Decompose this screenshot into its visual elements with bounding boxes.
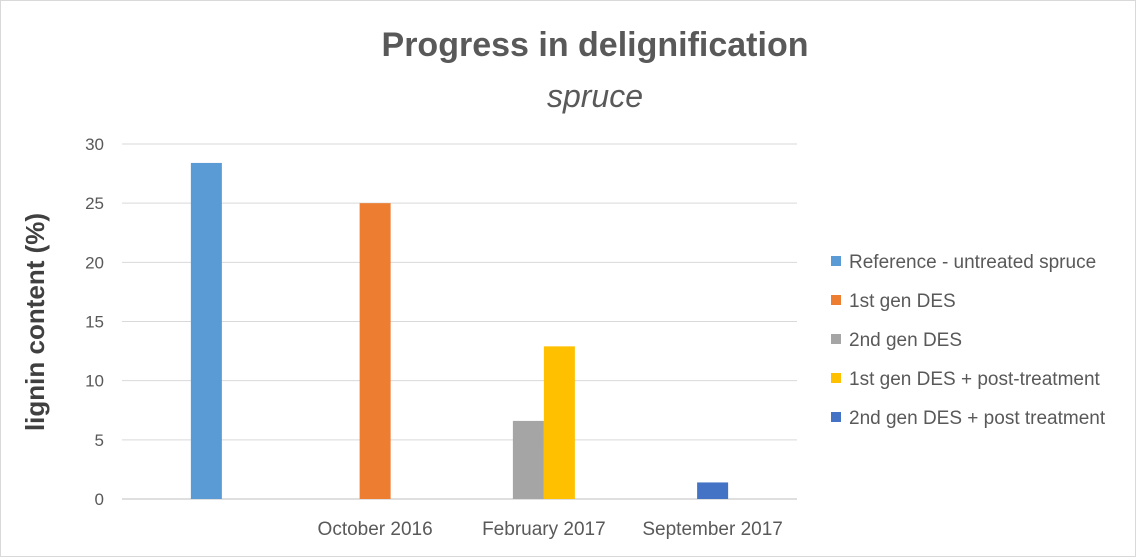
y-tick-label: 15	[85, 313, 104, 332]
legend-swatch	[831, 334, 841, 344]
legend-swatch	[831, 373, 841, 383]
y-tick-label: 0	[95, 490, 104, 509]
legend-swatch	[831, 412, 841, 422]
bar	[543, 346, 575, 499]
chart-title: Progress in delignification	[382, 26, 809, 64]
y-tick-label: 25	[85, 194, 104, 213]
y-tick-label: 10	[85, 372, 104, 391]
legend-entry: 1st gen DES	[849, 291, 956, 312]
legend-entry: 1st gen DES + post-treatment	[849, 369, 1101, 390]
y-tick-label: 20	[85, 253, 104, 272]
x-tick-label: September 2017	[642, 519, 783, 540]
y-tick-label: 5	[95, 431, 104, 450]
x-tick-label: February 2017	[482, 519, 606, 540]
y-axis-label: lignin content (%)	[20, 213, 50, 431]
x-tick-label: October 2016	[318, 519, 433, 540]
legend-entry: Reference - untreated spruce	[849, 252, 1096, 273]
bar	[697, 482, 729, 499]
bar	[359, 203, 391, 499]
legend-entry: 2nd gen DES + post treatment	[849, 408, 1106, 429]
legend-entry: 2nd gen DES	[849, 330, 962, 351]
y-tick-label: 30	[85, 135, 104, 154]
bar	[190, 162, 222, 499]
legend-swatch	[831, 256, 841, 266]
legend-swatch	[831, 295, 841, 305]
chart-subtitle: spruce	[547, 78, 643, 114]
bar	[512, 420, 544, 499]
